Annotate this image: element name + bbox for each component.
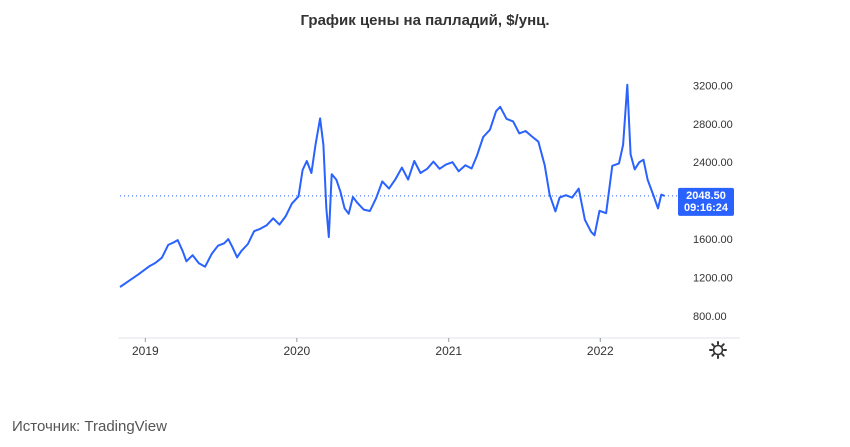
x-tick-label: 2019 xyxy=(132,344,159,358)
y-tick-label: 2400.00 xyxy=(693,157,733,169)
y-tick-label: 1200.00 xyxy=(693,272,733,284)
y-axis-tick-labels: 3200.002800.002400.002000.001600.001200.… xyxy=(693,80,733,322)
gear-icon[interactable] xyxy=(709,341,727,359)
last-price-badge: 2048.50 09:16:24 xyxy=(678,187,734,216)
x-tick-label: 2021 xyxy=(435,344,462,358)
price-chart[interactable]: 3200.002800.002400.002000.001600.001200.… xyxy=(0,0,850,400)
y-tick-label: 800.00 xyxy=(693,311,727,323)
y-tick-label: 1600.00 xyxy=(693,234,733,246)
x-axis-ticks: 2019 2020 2021 2022 xyxy=(132,338,614,358)
last-price-countdown: 09:16:24 xyxy=(684,202,729,214)
y-tick-label: 3200.00 xyxy=(693,80,733,92)
y-tick-label: 2800.00 xyxy=(693,119,733,131)
last-price-value: 2048.50 xyxy=(686,190,726,202)
x-tick-label: 2022 xyxy=(587,344,614,358)
source-caption: Источник: TradingView xyxy=(12,418,167,435)
price-series-line[interactable] xyxy=(119,83,665,288)
last-price-badge-bg xyxy=(678,187,734,216)
chart-title: График цены на палладий, $/унц. xyxy=(300,12,550,29)
x-tick-label: 2020 xyxy=(283,344,310,358)
